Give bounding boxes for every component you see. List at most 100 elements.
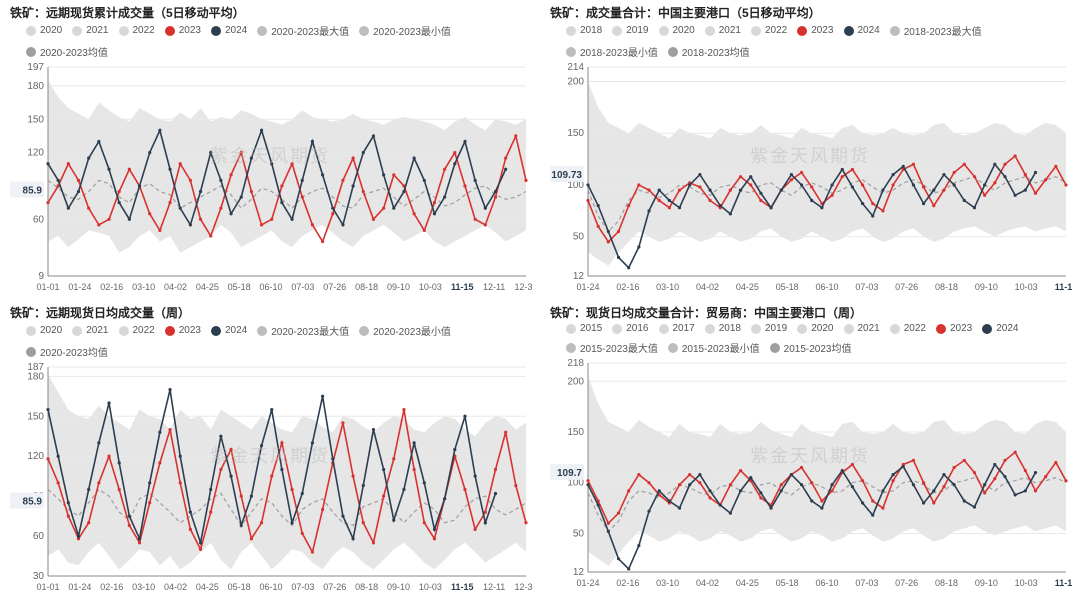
legend: 202020212022202320242020-2023最大值2020-202… <box>26 323 532 359</box>
legend-swatch <box>612 26 622 36</box>
legend-item: 2020-2023最大值 <box>257 23 349 38</box>
legend-item: 2018-2023最小值 <box>566 44 658 59</box>
legend-label: 2023 <box>811 25 833 36</box>
legend-swatch <box>72 26 82 36</box>
svg-text:180: 180 <box>27 81 44 92</box>
svg-text:10-03: 10-03 <box>419 582 442 592</box>
legend-label: 2021 <box>86 25 108 36</box>
svg-text:50: 50 <box>573 232 585 243</box>
legend-item: 2020 <box>659 23 695 38</box>
legend-label: 2020 <box>40 25 62 36</box>
legend-label: 2021 <box>86 325 108 336</box>
svg-text:10-03: 10-03 <box>419 282 442 292</box>
legend-swatch <box>26 47 36 57</box>
legend-item: 2017 <box>659 323 695 334</box>
legend-item: 2018-2023均值 <box>668 44 750 59</box>
svg-text:218: 218 <box>567 358 584 369</box>
svg-text:50: 50 <box>573 528 585 539</box>
legend-label: 2024 <box>225 325 247 336</box>
svg-text:05-18: 05-18 <box>776 282 799 292</box>
chart-panel: 铁矿：远期现货累计成交量（5日移动平均）20202021202220232024… <box>0 0 540 300</box>
svg-text:07-26: 07-26 <box>323 282 346 292</box>
svg-text:10-03: 10-03 <box>1015 282 1038 292</box>
legend-swatch <box>668 343 678 353</box>
legend-label: 2023 <box>179 25 201 36</box>
legend-item: 2018 <box>705 323 741 334</box>
legend-swatch <box>211 326 221 336</box>
legend-swatch <box>659 26 669 36</box>
legend-item: 2015 <box>566 323 602 334</box>
legend-swatch <box>566 324 576 334</box>
legend-label: 2019 <box>626 25 648 36</box>
svg-text:150: 150 <box>567 128 584 139</box>
legend-label: 2023 <box>950 323 972 334</box>
legend-label: 2022 <box>904 323 926 334</box>
legend-item: 2015-2023最大值 <box>566 340 658 355</box>
legend-label: 2017 <box>673 323 695 334</box>
svg-text:09-10: 09-10 <box>387 282 410 292</box>
svg-text:01-24: 01-24 <box>68 282 91 292</box>
svg-text:04-25: 04-25 <box>736 282 759 292</box>
legend-item: 2022 <box>751 23 787 38</box>
legend-label: 2023 <box>179 325 201 336</box>
chart-panel: 铁矿：成交量合计：中国主要港口（5日移动平均）20182019202020212… <box>540 0 1080 300</box>
legend-swatch <box>797 26 807 36</box>
legend-swatch <box>257 26 267 36</box>
svg-text:02-16: 02-16 <box>616 578 639 588</box>
svg-text:07-03: 07-03 <box>291 282 314 292</box>
svg-text:04-02: 04-02 <box>164 282 187 292</box>
svg-text:06-10: 06-10 <box>260 582 283 592</box>
svg-text:85.9: 85.9 <box>23 497 43 508</box>
range-band <box>588 376 1066 566</box>
chart-svg: 1250100109.715020021801-2402-1603-1004-0… <box>548 357 1072 594</box>
svg-text:04-25: 04-25 <box>196 282 219 292</box>
svg-text:187: 187 <box>27 362 44 373</box>
range-band <box>48 374 526 570</box>
legend-swatch <box>165 326 175 336</box>
svg-text:11-15: 11-15 <box>451 582 474 592</box>
svg-text:109.73: 109.73 <box>551 170 582 181</box>
legend-item: 2015-2023最小值 <box>668 340 760 355</box>
svg-text:60: 60 <box>33 531 45 542</box>
svg-text:150: 150 <box>567 427 584 438</box>
svg-text:05-18: 05-18 <box>228 282 251 292</box>
svg-text:12: 12 <box>573 567 585 578</box>
svg-text:120: 120 <box>27 148 44 159</box>
legend-label: 2021 <box>719 25 741 36</box>
svg-text:200: 200 <box>567 76 584 87</box>
svg-text:02-16: 02-16 <box>100 582 123 592</box>
legend-swatch <box>119 326 129 336</box>
legend-swatch <box>844 26 854 36</box>
legend-item: 2020-2023最大值 <box>257 323 349 338</box>
legend-item: 2023 <box>165 323 201 338</box>
svg-text:06-10: 06-10 <box>815 578 838 588</box>
svg-text:01-24: 01-24 <box>576 578 599 588</box>
svg-text:04-02: 04-02 <box>164 582 187 592</box>
legend-item: 2018 <box>566 23 602 38</box>
legend-label: 2015-2023最小值 <box>682 340 760 355</box>
legend-swatch <box>359 26 369 36</box>
legend-item: 2018-2023最大值 <box>890 23 982 38</box>
legend-swatch <box>890 324 900 334</box>
legend-swatch <box>359 326 369 336</box>
legend-swatch <box>26 347 36 357</box>
svg-text:04-25: 04-25 <box>736 578 759 588</box>
svg-text:60: 60 <box>33 214 45 225</box>
svg-text:09-10: 09-10 <box>975 578 998 588</box>
legend-item: 2023 <box>936 323 972 334</box>
legend-label: 2020-2023均值 <box>40 44 108 59</box>
legend-swatch <box>72 326 82 336</box>
svg-text:04-25: 04-25 <box>196 582 219 592</box>
legend-swatch <box>566 47 576 57</box>
svg-text:85.9: 85.9 <box>23 186 43 197</box>
svg-text:07-03: 07-03 <box>855 578 878 588</box>
svg-text:9: 9 <box>38 271 44 282</box>
svg-text:02-16: 02-16 <box>100 282 123 292</box>
chart-title: 铁矿：现货日均成交量合计：贸易商：中国主要港口（周） <box>550 304 1072 321</box>
svg-text:07-26: 07-26 <box>895 578 918 588</box>
legend-label: 2016 <box>626 323 648 334</box>
chart-svg: 306085.99012015018018701-0101-2402-1603-… <box>8 361 532 598</box>
svg-text:12-31: 12-31 <box>514 282 532 292</box>
svg-text:12: 12 <box>573 271 585 282</box>
legend-label: 2021 <box>858 323 880 334</box>
